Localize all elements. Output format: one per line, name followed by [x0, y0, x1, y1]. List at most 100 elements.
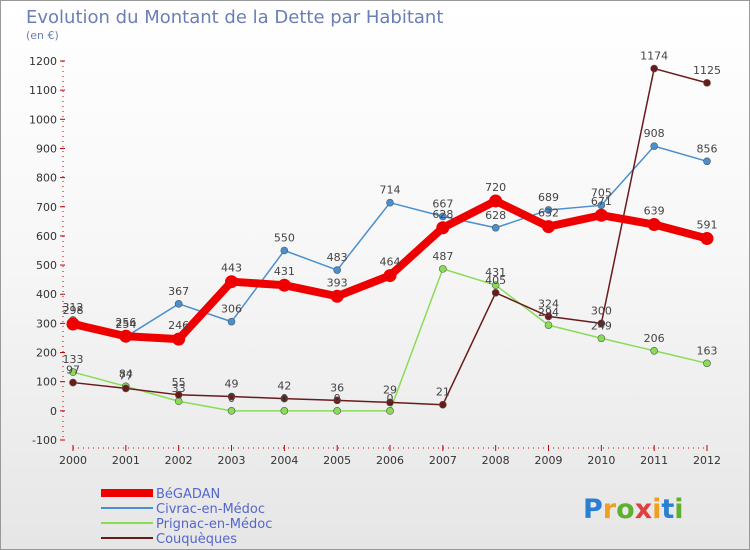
data-label-couqu-ques: 36	[330, 381, 344, 394]
data-label-prignac-en-m-doc: 0	[334, 392, 341, 405]
data-label-b-gadan: 431	[274, 265, 295, 278]
data-label-civrac-en-m-doc: 689	[538, 191, 559, 204]
data-label-b-gadan: 298	[63, 304, 84, 317]
data-point-prignac-en-m-doc	[703, 359, 711, 368]
data-point-civrac-en-m-doc	[703, 157, 711, 166]
y-tick-label: 700	[36, 201, 57, 214]
legend-label-civrac-en-m-doc: Civrac-en-Médoc	[156, 502, 265, 517]
data-point-prignac-en-m-doc	[280, 407, 289, 415]
x-tick-label: 2005	[323, 454, 351, 467]
chart-legend: BéGADANCivrac-en-MédocPrignac-en-MédocCo…	[101, 487, 272, 547]
data-label-prignac-en-m-doc: 0	[228, 392, 235, 405]
data-label-civrac-en-m-doc: 312	[63, 301, 84, 314]
x-tick-label: 2007	[429, 454, 457, 467]
data-point-prignac-en-m-doc	[491, 281, 500, 289]
logo-letter: t	[661, 494, 674, 525]
data-point-couqu-ques	[122, 384, 130, 393]
data-label-b-gadan: 671	[591, 195, 612, 208]
data-label-b-gadan: 639	[644, 205, 665, 218]
data-point-couqu-ques	[174, 391, 183, 399]
data-point-civrac-en-m-doc	[544, 206, 553, 214]
data-point-b-gadan	[277, 278, 291, 292]
data-point-civrac-en-m-doc	[439, 212, 447, 221]
data-point-prignac-en-m-doc	[227, 407, 236, 415]
data-label-couqu-ques: 77	[119, 369, 133, 382]
data-label-prignac-en-m-doc: 33	[172, 382, 186, 395]
data-label-couqu-ques: 42	[277, 380, 291, 393]
x-tick-label: 2011	[640, 454, 668, 467]
data-label-b-gadan: 632	[538, 207, 559, 220]
logo-letter: i	[652, 494, 661, 525]
x-tick-label: 2004	[270, 454, 298, 467]
data-label-civrac-en-m-doc: 254	[115, 318, 136, 331]
x-tick-label: 2010	[587, 454, 615, 467]
data-point-civrac-en-m-doc	[227, 317, 236, 326]
legend-label-b-gadan: BéGADAN	[156, 487, 220, 502]
legend-label-prignac-en-m-doc: Prignac-en-Médoc	[156, 517, 272, 532]
data-label-couqu-ques: 300	[591, 304, 612, 317]
data-point-b-gadan	[330, 289, 344, 303]
data-point-couqu-ques	[491, 288, 500, 297]
data-label-b-gadan: 393	[327, 276, 348, 289]
logo-letter: r	[603, 494, 617, 525]
data-label-couqu-ques: 29	[383, 383, 397, 396]
data-label-prignac-en-m-doc: 84	[119, 367, 133, 380]
legend-label-couqu-ques: Couquèques	[156, 532, 237, 547]
data-point-b-gadan	[436, 221, 450, 235]
logo-letter: o	[616, 494, 635, 525]
data-point-civrac-en-m-doc	[386, 198, 394, 207]
data-point-prignac-en-m-doc	[439, 265, 447, 273]
data-point-b-gadan	[225, 275, 238, 289]
data-point-prignac-en-m-doc	[386, 407, 394, 415]
data-label-couqu-ques: 1125	[693, 64, 721, 77]
y-tick-label: 200	[36, 347, 57, 360]
data-label-b-gadan: 720	[485, 181, 506, 194]
y-tick-label: 0	[50, 405, 57, 418]
data-label-civrac-en-m-doc: 856	[697, 142, 718, 155]
data-point-b-gadan	[119, 329, 133, 343]
data-label-couqu-ques: 21	[436, 386, 450, 399]
data-point-civrac-en-m-doc	[280, 246, 289, 255]
data-point-couqu-ques	[544, 312, 553, 321]
data-point-couqu-ques	[703, 79, 711, 87]
data-label-b-gadan: 256	[115, 316, 136, 329]
data-label-prignac-en-m-doc: 206	[644, 332, 665, 345]
x-tick-label: 2006	[376, 454, 404, 467]
y-tick-label: 900	[36, 142, 57, 155]
data-label-prignac-en-m-doc: 0	[281, 392, 288, 405]
data-label-couqu-ques: 405	[485, 274, 506, 287]
data-label-civrac-en-m-doc: 705	[591, 186, 612, 199]
x-tick-label: 2009	[535, 454, 563, 467]
data-point-couqu-ques	[439, 400, 447, 409]
series-line-couqu-ques	[72, 67, 708, 406]
data-label-civrac-en-m-doc: 483	[327, 251, 348, 264]
data-point-couqu-ques	[280, 394, 289, 403]
y-tick-label: 400	[36, 288, 57, 301]
y-tick-label: -100	[32, 434, 57, 447]
data-point-b-gadan	[594, 208, 608, 222]
data-point-civrac-en-m-doc	[174, 300, 183, 308]
x-tick-label: 2002	[165, 454, 193, 467]
data-label-b-gadan: 628	[432, 208, 453, 221]
data-label-prignac-en-m-doc: 133	[63, 353, 84, 366]
y-tick-label: 300	[36, 317, 57, 330]
data-label-civrac-en-m-doc: 306	[221, 303, 242, 316]
data-point-b-gadan	[489, 194, 503, 208]
logo-letter: x	[635, 494, 652, 525]
data-label-couqu-ques: 324	[538, 297, 559, 310]
logo-letter: P	[583, 494, 603, 525]
logo-letter: i	[674, 494, 683, 525]
x-tick-label: 2008	[482, 454, 510, 467]
data-point-civrac-en-m-doc	[650, 142, 658, 150]
data-point-b-gadan	[647, 218, 661, 232]
chart-axes: -100010020030040050060070080090010001100…	[29, 55, 721, 467]
data-point-couqu-ques	[69, 378, 77, 387]
data-label-prignac-en-m-doc: 431	[485, 266, 506, 279]
data-label-prignac-en-m-doc: 0	[387, 392, 394, 405]
series-line-civrac-en-m-doc	[72, 145, 708, 338]
data-point-couqu-ques	[597, 319, 606, 328]
data-label-civrac-en-m-doc: 667	[432, 197, 453, 210]
x-tick-label: 2000	[59, 454, 87, 467]
data-point-b-gadan	[66, 317, 80, 331]
